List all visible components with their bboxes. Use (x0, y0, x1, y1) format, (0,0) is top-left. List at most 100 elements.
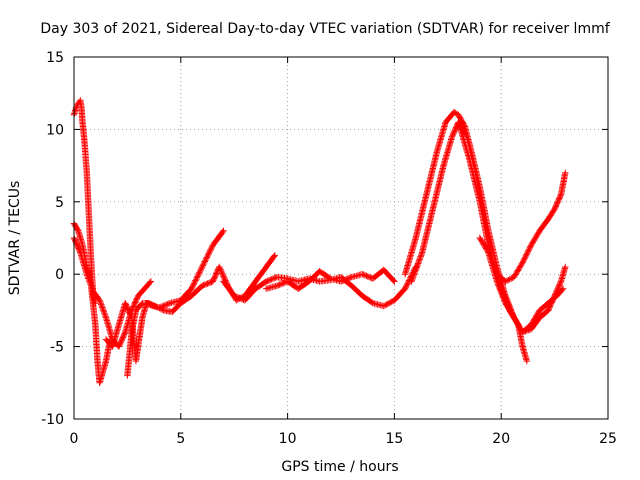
data-point (404, 288, 406, 290)
data-point (517, 324, 519, 326)
data-point (79, 99, 81, 101)
data-point (351, 276, 353, 278)
data-point (451, 136, 453, 138)
data-point (77, 102, 79, 104)
data-point (111, 346, 113, 348)
data-point (470, 150, 472, 152)
y-tick-labels: -10 -5 0 5 10 15 (41, 50, 64, 428)
data-point (496, 266, 498, 268)
data-point (487, 251, 489, 253)
data-point (297, 280, 299, 282)
data-point (171, 311, 173, 313)
data-point (457, 114, 459, 116)
data-point (131, 309, 133, 311)
data-point (383, 305, 385, 307)
data-point (487, 244, 489, 246)
x-axis-label: GPS time / hours (281, 459, 398, 475)
data-point (319, 270, 321, 272)
data-point (276, 285, 278, 287)
data-point (218, 266, 220, 268)
data-point (421, 251, 423, 253)
data-point (504, 302, 506, 304)
data-point (329, 278, 331, 280)
grid-lines (74, 57, 608, 419)
data-point (487, 230, 489, 232)
data-point (404, 273, 406, 275)
data-point (287, 280, 289, 282)
data-point (82, 121, 84, 123)
data-point (137, 346, 139, 348)
data-point (131, 331, 133, 333)
data-point (158, 307, 160, 309)
data-point (513, 317, 515, 319)
data-point (255, 288, 257, 290)
data-point (154, 305, 156, 307)
data-point (118, 324, 120, 326)
data-point (492, 259, 494, 261)
data-point (99, 299, 101, 301)
data-point (86, 266, 88, 268)
data-point (522, 262, 524, 264)
y-tick-label: 10 (46, 122, 64, 138)
data-point (180, 299, 182, 301)
data-point (425, 194, 427, 196)
data-point (361, 295, 363, 297)
data-point (496, 280, 498, 282)
data-point (500, 288, 502, 290)
data-point (111, 338, 113, 340)
data-point (77, 230, 79, 232)
data-point (96, 360, 98, 362)
data-point (443, 165, 445, 167)
x-tick-label: 5 (176, 431, 185, 447)
data-point (562, 288, 564, 290)
data-point (453, 111, 455, 113)
data-point (415, 237, 417, 239)
data-point (539, 309, 541, 311)
data-point (227, 285, 229, 287)
data-point (479, 237, 481, 239)
data-point (124, 331, 126, 333)
data-point (143, 288, 145, 290)
data-point (554, 208, 556, 210)
data-point (479, 201, 481, 203)
data-point (308, 278, 310, 280)
data-point (522, 331, 524, 333)
data-point (372, 278, 374, 280)
data-point (244, 295, 246, 297)
data-point (163, 309, 165, 311)
data-point (509, 309, 511, 311)
data-point (496, 273, 498, 275)
data-point (415, 266, 417, 268)
data-point (297, 288, 299, 290)
y-tick-label: 0 (55, 267, 64, 283)
data-point (383, 269, 385, 271)
data-point (109, 338, 111, 340)
data-point (560, 280, 562, 282)
data-point (361, 273, 363, 275)
data-point (105, 317, 107, 319)
data-point (265, 280, 267, 282)
data-point (124, 302, 126, 304)
data-point (105, 338, 107, 340)
data-point (190, 295, 192, 297)
data-point (244, 299, 246, 301)
plot-frame (73, 56, 609, 420)
data-point (547, 218, 549, 220)
chart-title: Day 303 of 2021, Sidereal Day-to-day VTE… (40, 21, 610, 37)
x-tick-label: 20 (492, 431, 510, 447)
data-point (276, 276, 278, 278)
data-point (393, 299, 395, 301)
data-point (135, 360, 137, 362)
data-point (255, 280, 257, 282)
x-tick-label: 25 (599, 431, 617, 447)
y-axis-label: SDTVAR / TECUs (7, 181, 23, 296)
data-point (212, 280, 214, 282)
y-tick-label: -10 (41, 412, 64, 428)
data-point (530, 244, 532, 246)
data-point (90, 259, 92, 261)
data-point (539, 317, 541, 319)
data-point (86, 273, 88, 275)
data-point (522, 346, 524, 348)
data-point (118, 346, 120, 348)
data-point (504, 280, 506, 282)
